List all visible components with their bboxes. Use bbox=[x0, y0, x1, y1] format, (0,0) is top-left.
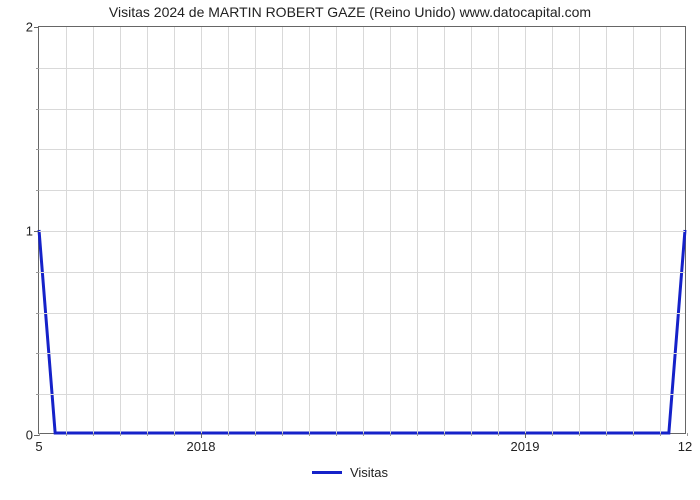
legend: Visitas bbox=[0, 464, 700, 480]
chart-container: Visitas 2024 de MARTIN ROBERT GAZE (Rein… bbox=[0, 0, 700, 500]
gridline-vertical bbox=[579, 27, 580, 433]
gridline-vertical bbox=[444, 27, 445, 433]
gridline-vertical bbox=[93, 27, 94, 433]
x-tick-minor bbox=[363, 433, 364, 436]
gridline-vertical bbox=[201, 27, 202, 433]
legend-label: Visitas bbox=[350, 465, 388, 480]
gridline-horizontal bbox=[39, 231, 685, 232]
x-tick-minor bbox=[633, 433, 634, 436]
y-tick-label: 0 bbox=[26, 428, 33, 443]
gridline-horizontal bbox=[39, 353, 685, 354]
x-tick-minor bbox=[579, 433, 580, 436]
gridline-vertical bbox=[363, 27, 364, 433]
x-tick-minor bbox=[309, 433, 310, 436]
x-tick-minor bbox=[660, 433, 661, 436]
gridline-horizontal bbox=[39, 68, 685, 69]
x-tick-minor bbox=[120, 433, 121, 436]
y-tick-minor bbox=[36, 109, 39, 110]
gridline-vertical bbox=[255, 27, 256, 433]
x-axis-left-label: 5 bbox=[35, 439, 42, 454]
gridline-vertical bbox=[336, 27, 337, 433]
x-tick-minor bbox=[39, 433, 40, 436]
gridline-vertical bbox=[282, 27, 283, 433]
y-tick-minor bbox=[36, 68, 39, 69]
plot-area: 01220182019512 bbox=[38, 26, 686, 434]
x-tick-label: 2019 bbox=[511, 439, 540, 454]
gridline-vertical bbox=[471, 27, 472, 433]
gridline-vertical bbox=[120, 27, 121, 433]
gridline-vertical bbox=[660, 27, 661, 433]
y-tick-minor bbox=[36, 272, 39, 273]
gridline-vertical bbox=[525, 27, 526, 433]
gridline-vertical bbox=[633, 27, 634, 433]
gridline-vertical bbox=[228, 27, 229, 433]
x-tick-minor bbox=[471, 433, 472, 436]
gridline-vertical bbox=[147, 27, 148, 433]
x-tick-minor bbox=[147, 433, 148, 436]
gridline-vertical bbox=[309, 27, 310, 433]
y-tick-label: 1 bbox=[26, 224, 33, 239]
y-tick-minor bbox=[36, 190, 39, 191]
gridline-horizontal bbox=[39, 190, 685, 191]
x-axis-right-label: 12 bbox=[678, 439, 692, 454]
x-tick-minor bbox=[444, 433, 445, 436]
gridline-vertical bbox=[66, 27, 67, 433]
legend-swatch bbox=[312, 471, 342, 474]
x-tick-mark bbox=[525, 433, 526, 438]
x-tick-minor bbox=[255, 433, 256, 436]
x-tick-minor bbox=[282, 433, 283, 436]
y-tick-mark bbox=[34, 27, 39, 28]
gridline-vertical bbox=[174, 27, 175, 433]
gridline-vertical bbox=[606, 27, 607, 433]
x-tick-minor bbox=[390, 433, 391, 436]
gridline-vertical bbox=[417, 27, 418, 433]
gridline-horizontal bbox=[39, 109, 685, 110]
gridline-vertical bbox=[498, 27, 499, 433]
y-tick-label: 2 bbox=[26, 20, 33, 35]
x-tick-label: 2018 bbox=[187, 439, 216, 454]
gridline-vertical bbox=[552, 27, 553, 433]
x-tick-minor bbox=[228, 433, 229, 436]
x-tick-minor bbox=[417, 433, 418, 436]
x-tick-minor bbox=[687, 433, 688, 436]
x-tick-minor bbox=[174, 433, 175, 436]
y-tick-minor bbox=[36, 394, 39, 395]
gridline-horizontal bbox=[39, 313, 685, 314]
gridline-vertical bbox=[390, 27, 391, 433]
gridline-horizontal bbox=[39, 272, 685, 273]
x-tick-minor bbox=[498, 433, 499, 436]
y-tick-minor bbox=[36, 353, 39, 354]
x-tick-minor bbox=[336, 433, 337, 436]
gridline-horizontal bbox=[39, 394, 685, 395]
y-tick-minor bbox=[36, 313, 39, 314]
chart-title: Visitas 2024 de MARTIN ROBERT GAZE (Rein… bbox=[0, 4, 700, 20]
x-tick-minor bbox=[552, 433, 553, 436]
x-tick-minor bbox=[66, 433, 67, 436]
y-tick-mark bbox=[34, 231, 39, 232]
y-tick-minor bbox=[36, 149, 39, 150]
x-tick-minor bbox=[606, 433, 607, 436]
gridline-horizontal bbox=[39, 149, 685, 150]
x-tick-mark bbox=[201, 433, 202, 438]
x-tick-minor bbox=[93, 433, 94, 436]
line-series bbox=[39, 27, 685, 433]
